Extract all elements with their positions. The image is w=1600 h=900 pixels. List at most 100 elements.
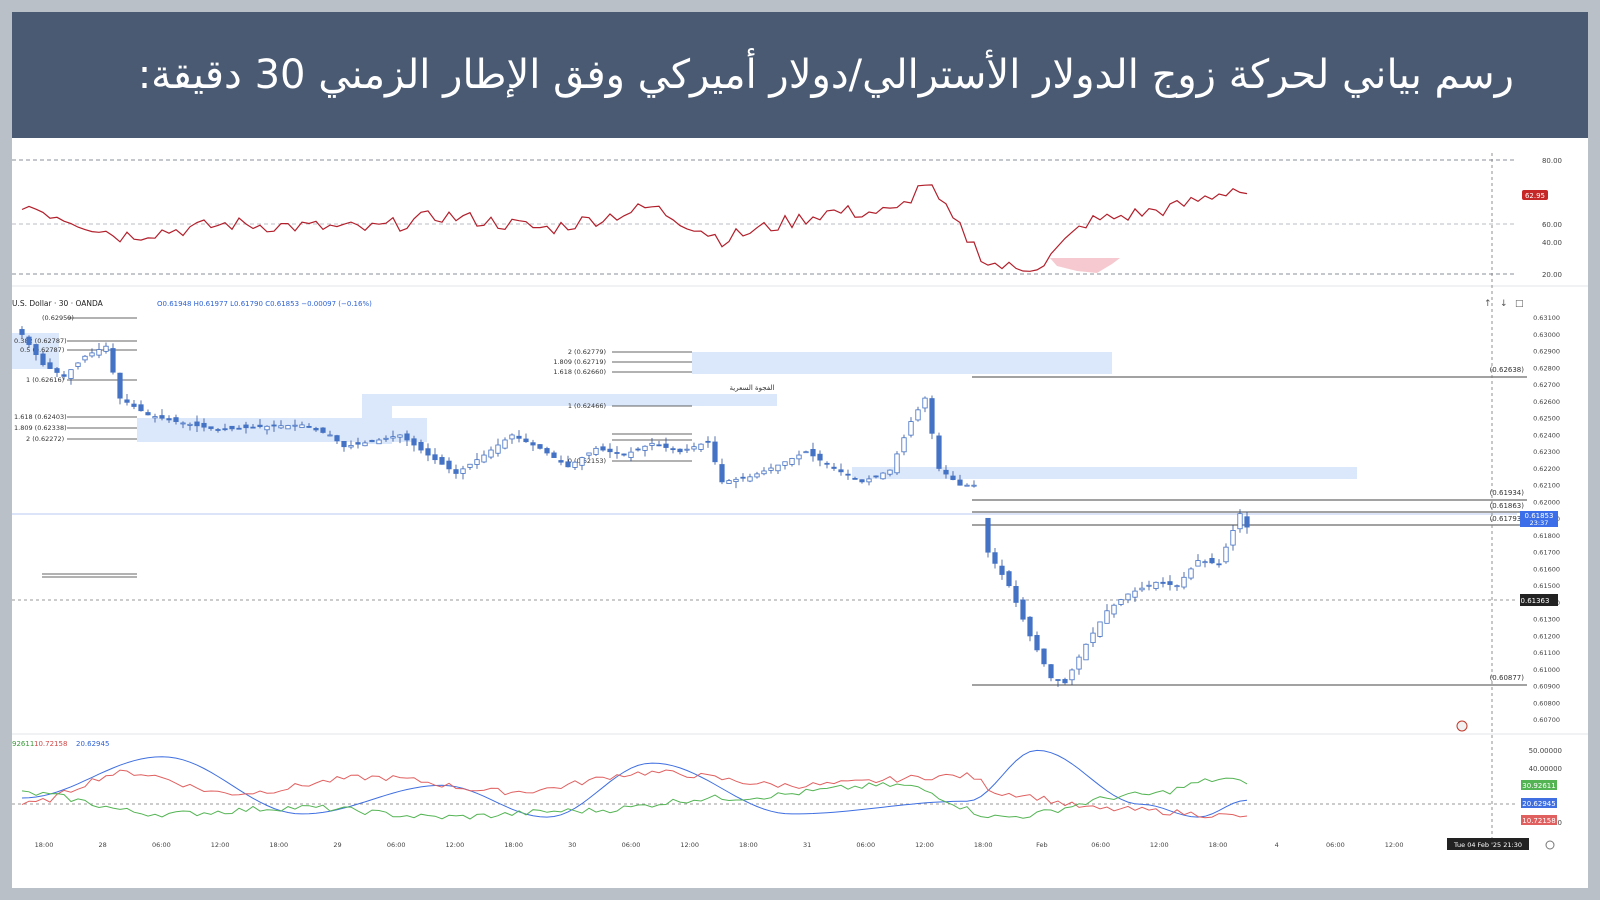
candle: [474, 459, 480, 465]
candle: [236, 427, 242, 430]
candle: [117, 372, 123, 399]
candle: [943, 469, 949, 475]
candle: [866, 478, 872, 483]
candle: [1174, 585, 1180, 588]
price-tick: 0.62700: [1533, 381, 1560, 389]
candle: [495, 444, 501, 454]
candle: [166, 418, 172, 421]
candle: [880, 472, 886, 480]
rsi-tick: 40.00: [1542, 239, 1562, 247]
level-label: (0.62638): [1490, 366, 1525, 374]
price-tick: 0.61100: [1533, 649, 1560, 657]
time-tick: 06:00: [1326, 841, 1345, 849]
time-tick: 18:00: [504, 841, 523, 849]
candle: [82, 355, 88, 361]
candle: [369, 439, 375, 443]
adx-green-line: [21, 777, 1248, 820]
maximize-icon[interactable]: □: [1515, 299, 1524, 309]
candle: [1020, 599, 1026, 620]
candle: [677, 448, 683, 453]
candle: [250, 426, 256, 429]
fib-label: 1 (0.62616): [26, 376, 64, 384]
candle: [824, 462, 830, 465]
zone-box: [852, 467, 1357, 479]
candle: [1076, 656, 1082, 670]
candle: [460, 468, 466, 474]
time-tick: Feb: [1036, 841, 1048, 849]
candle: [642, 445, 648, 451]
flag-icon[interactable]: [1456, 720, 1468, 732]
candle: [719, 464, 725, 483]
price-tick: 0.62200: [1533, 465, 1560, 473]
rsi-tick: 80.00: [1542, 157, 1562, 165]
candle: [1013, 586, 1019, 603]
arrow-up-icon[interactable]: ↑: [1484, 299, 1492, 309]
candle: [1181, 576, 1187, 588]
candle: [684, 448, 690, 451]
candle: [754, 473, 760, 478]
candle: [1034, 635, 1040, 651]
candle: [530, 442, 536, 446]
price-tick: 0.61500: [1533, 582, 1560, 590]
candle: [453, 469, 459, 474]
candle: [1062, 679, 1068, 684]
price-tick: 0.62600: [1533, 398, 1560, 406]
settings-icon[interactable]: [1545, 840, 1555, 850]
fib-label: 2 (0.62779): [568, 348, 606, 356]
candle: [656, 444, 662, 447]
candle: [159, 415, 165, 419]
fib-left: [42, 317, 137, 578]
time-axis: 18:00 28 06:00 12:00 18:00 29 06:00 12:00 18:00 3…: [35, 841, 1404, 849]
candle: [950, 475, 956, 481]
price-tick: 0.63100: [1533, 314, 1560, 322]
candle: [1027, 616, 1033, 637]
candle: [194, 421, 200, 427]
time-tick: 06:00: [152, 841, 171, 849]
candle: [1041, 648, 1047, 665]
candle: [1202, 561, 1208, 564]
candle: [1153, 581, 1159, 589]
fib-label: (0.62959): [42, 314, 74, 322]
candle: [341, 440, 347, 448]
candle: [852, 478, 858, 480]
zone-box: [692, 352, 1112, 374]
adx-legend-blue: 20.62945: [76, 740, 109, 748]
fib-label: 1.809 (0.62719): [553, 358, 606, 366]
time-tick: 4: [1275, 841, 1279, 849]
candle: [936, 435, 942, 469]
candle: [1048, 664, 1054, 679]
candle: [565, 461, 571, 468]
candle: [481, 454, 487, 463]
pane-controls[interactable]: ↑ ↓ □: [1484, 299, 1524, 309]
candle: [894, 453, 900, 474]
chart-area[interactable]: 80.00 60.00 40.00 20.00 62.95 U.S. Dolla…: [12, 138, 1588, 888]
candle: [621, 453, 627, 456]
candles-group: [19, 326, 1250, 687]
candle: [1118, 599, 1124, 605]
level-label: (0.60877): [1490, 674, 1525, 682]
candle: [607, 448, 613, 453]
adx-tag-text: 20.62945: [1522, 800, 1555, 808]
candle: [418, 442, 424, 451]
arrow-down-icon[interactable]: ↓: [1500, 299, 1508, 309]
price-tick: 0.61700: [1533, 549, 1560, 557]
level-label: (0.61863): [1490, 502, 1525, 510]
candle: [789, 458, 795, 465]
candle: [26, 336, 32, 345]
candle: [796, 454, 802, 460]
candle: [537, 444, 543, 449]
candle: [33, 344, 39, 355]
candle: [1132, 590, 1138, 598]
candle: [264, 425, 270, 431]
candle: [152, 416, 158, 419]
candle: [103, 345, 109, 352]
time-tick: 12:00: [1385, 841, 1404, 849]
candle: [1125, 593, 1131, 601]
candle: [243, 424, 249, 429]
candle: [726, 480, 732, 484]
candle: [40, 353, 46, 366]
rsi-panel: 80.00 60.00 40.00 20.00 62.95: [12, 157, 1562, 279]
candle: [397, 434, 403, 438]
ohlc-label: O0.61948 H0.61977 L0.61790 C0.61853 −0.0…: [157, 300, 372, 308]
price-tick: 0.62100: [1533, 482, 1560, 490]
